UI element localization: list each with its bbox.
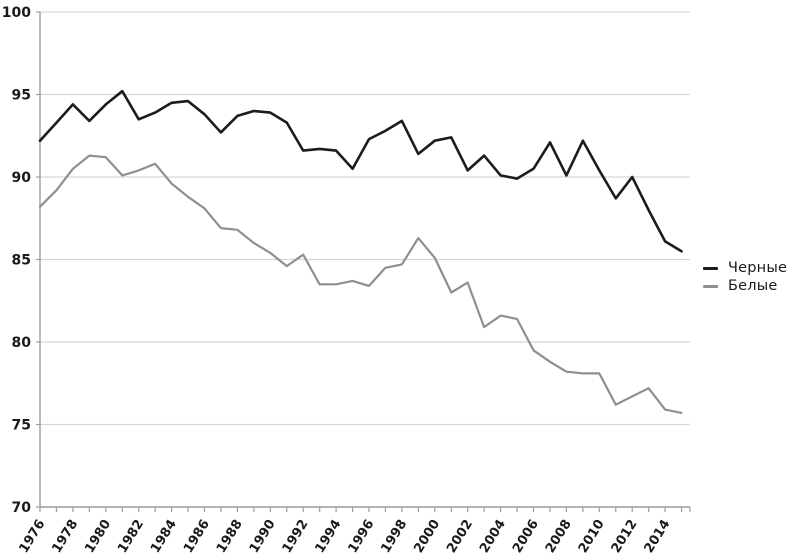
x-axis-tick-label: 2012: [609, 517, 641, 555]
x-axis-tick-label: 2010: [576, 517, 608, 555]
x-axis-tick-label: 1984: [148, 517, 180, 555]
y-axis-tick-label: 75: [12, 418, 31, 434]
x-axis-tick-label: 1978: [49, 517, 81, 555]
x-axis-tick-label: 2006: [510, 517, 542, 555]
legend-label-chernye: Черные: [728, 260, 788, 276]
x-axis-tick-label: 1982: [115, 517, 147, 555]
y-axis-tick-label: 95: [12, 88, 31, 104]
x-axis-tick-label: 1980: [82, 517, 114, 555]
legend-label-belye: Белые: [728, 278, 778, 294]
x-axis-tick-label: 2000: [411, 517, 443, 555]
x-axis-tick-label: 1992: [280, 517, 312, 555]
x-axis-tick-label: 1986: [181, 517, 213, 555]
legend-swatch-gray-line: [703, 284, 718, 288]
y-axis-tick-label: 80: [12, 335, 32, 351]
y-axis-tick-label: 85: [12, 253, 31, 269]
x-axis-tick-label: 2008: [543, 517, 575, 555]
x-axis-tick-label: 1976: [16, 517, 48, 555]
series-line-belye: [38, 154, 683, 414]
x-axis-tick-label: 2002: [444, 517, 476, 555]
x-axis-tick-label: 1988: [214, 517, 246, 555]
x-axis-tick-label: 1994: [313, 517, 345, 555]
legend-swatch-dark-line: [703, 266, 718, 270]
x-axis-tick-label: 1996: [345, 517, 377, 555]
x-axis-tick-label: 1990: [247, 517, 279, 555]
series-line-chernye: [38, 89, 683, 253]
x-axis-tick-label: 2014: [642, 517, 674, 555]
y-axis-tick-label: 70: [12, 500, 32, 516]
x-axis-tick-label: 2004: [477, 517, 509, 555]
legend-item-belye: Белые: [703, 277, 787, 295]
legend-item-chernye: Черные: [703, 259, 787, 277]
y-axis-tick-label: 90: [12, 170, 32, 186]
y-axis-tick-label: 100: [2, 5, 31, 21]
x-axis-tick-label: 1998: [378, 517, 410, 555]
legend: Черные Белые: [703, 259, 787, 295]
